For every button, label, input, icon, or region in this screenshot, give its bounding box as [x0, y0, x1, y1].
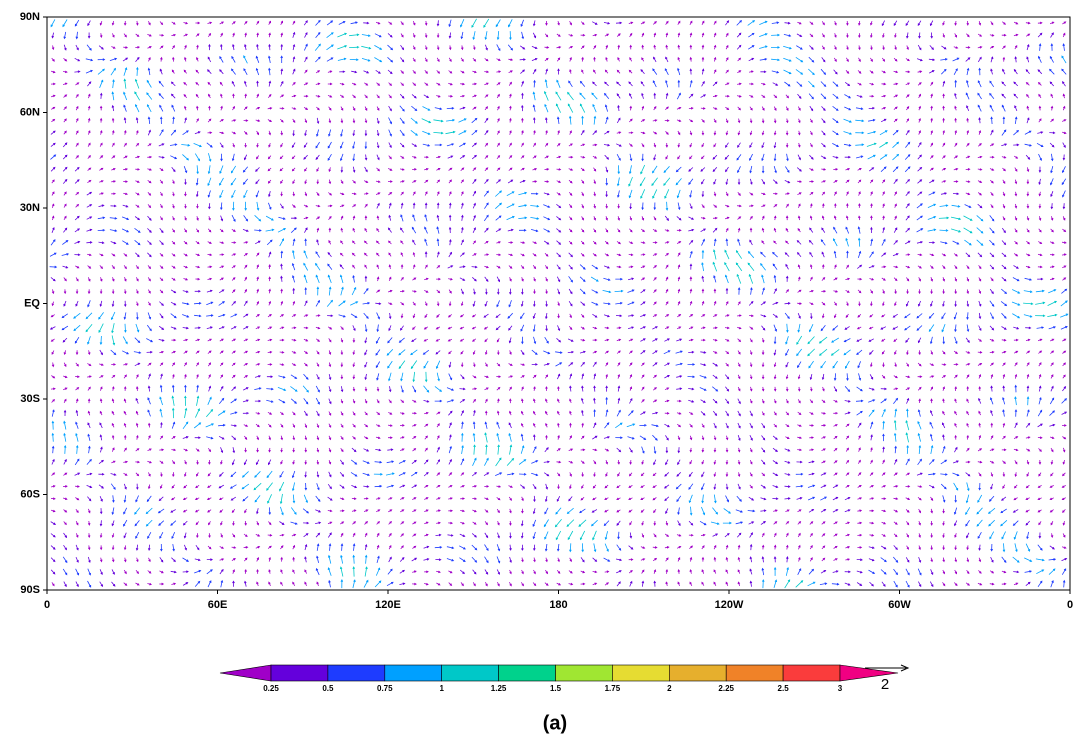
colorbar-box	[270, 664, 329, 682]
vector-group	[50, 19, 1069, 589]
lat-tick-label: 60N	[20, 106, 40, 118]
lat-tick-label: 60S	[20, 488, 40, 500]
reference-label: 2	[881, 676, 889, 693]
lon-tick-label: 0	[1067, 599, 1073, 611]
reference-arrow-head	[900, 664, 910, 672]
lat-tick-label: 90S	[20, 584, 40, 596]
lon-tick-label: 180	[549, 599, 567, 611]
colorbar-label: 0.75	[377, 684, 393, 693]
colorbar-box	[555, 664, 613, 682]
colorbar-box	[668, 664, 727, 682]
vector-group	[50, 20, 1067, 587]
colorbar-label: 1	[439, 684, 444, 693]
lat-tick-label: 90N	[20, 11, 40, 23]
colorbar-label: 2.5	[778, 684, 790, 693]
lon-tick-label: 120E	[375, 599, 401, 611]
lat-tick-label: EQ	[24, 297, 40, 309]
colorbar-label: 1.5	[550, 684, 562, 693]
colorbar-label: 0.25	[263, 684, 279, 693]
colorbar-label: 3	[838, 684, 843, 693]
colorbar-box	[782, 664, 841, 682]
colorbar-high	[839, 664, 899, 682]
wind-vectors	[49, 18, 1069, 589]
caption: (a)	[543, 712, 567, 734]
lon-tick-label: 0	[44, 599, 50, 611]
vector-group	[85, 18, 1058, 589]
colorbar-label: 1.25	[491, 684, 507, 693]
vector-group	[49, 19, 1068, 588]
lon-tick-label: 60W	[888, 599, 911, 611]
lon-tick-label: 60E	[208, 599, 228, 611]
colorbar-box	[384, 664, 442, 682]
vector-group	[49, 20, 1068, 588]
colorbar-low	[219, 664, 272, 682]
colorbar-box	[327, 664, 386, 682]
colorbar-label: 0.5	[322, 684, 334, 693]
colorbar-box	[441, 664, 499, 682]
colorbar-label: 2	[667, 684, 672, 693]
colorbar-box	[612, 664, 670, 682]
lon-tick-label: 120W	[715, 599, 744, 611]
colorbar-box	[725, 664, 784, 682]
colorbar-label: 1.75	[605, 684, 621, 693]
colorbar-label: 2.25	[718, 684, 734, 693]
colorbar-box	[498, 664, 556, 682]
lat-tick-label: 30N	[20, 202, 40, 214]
lat-tick-label: 30S	[20, 393, 40, 405]
